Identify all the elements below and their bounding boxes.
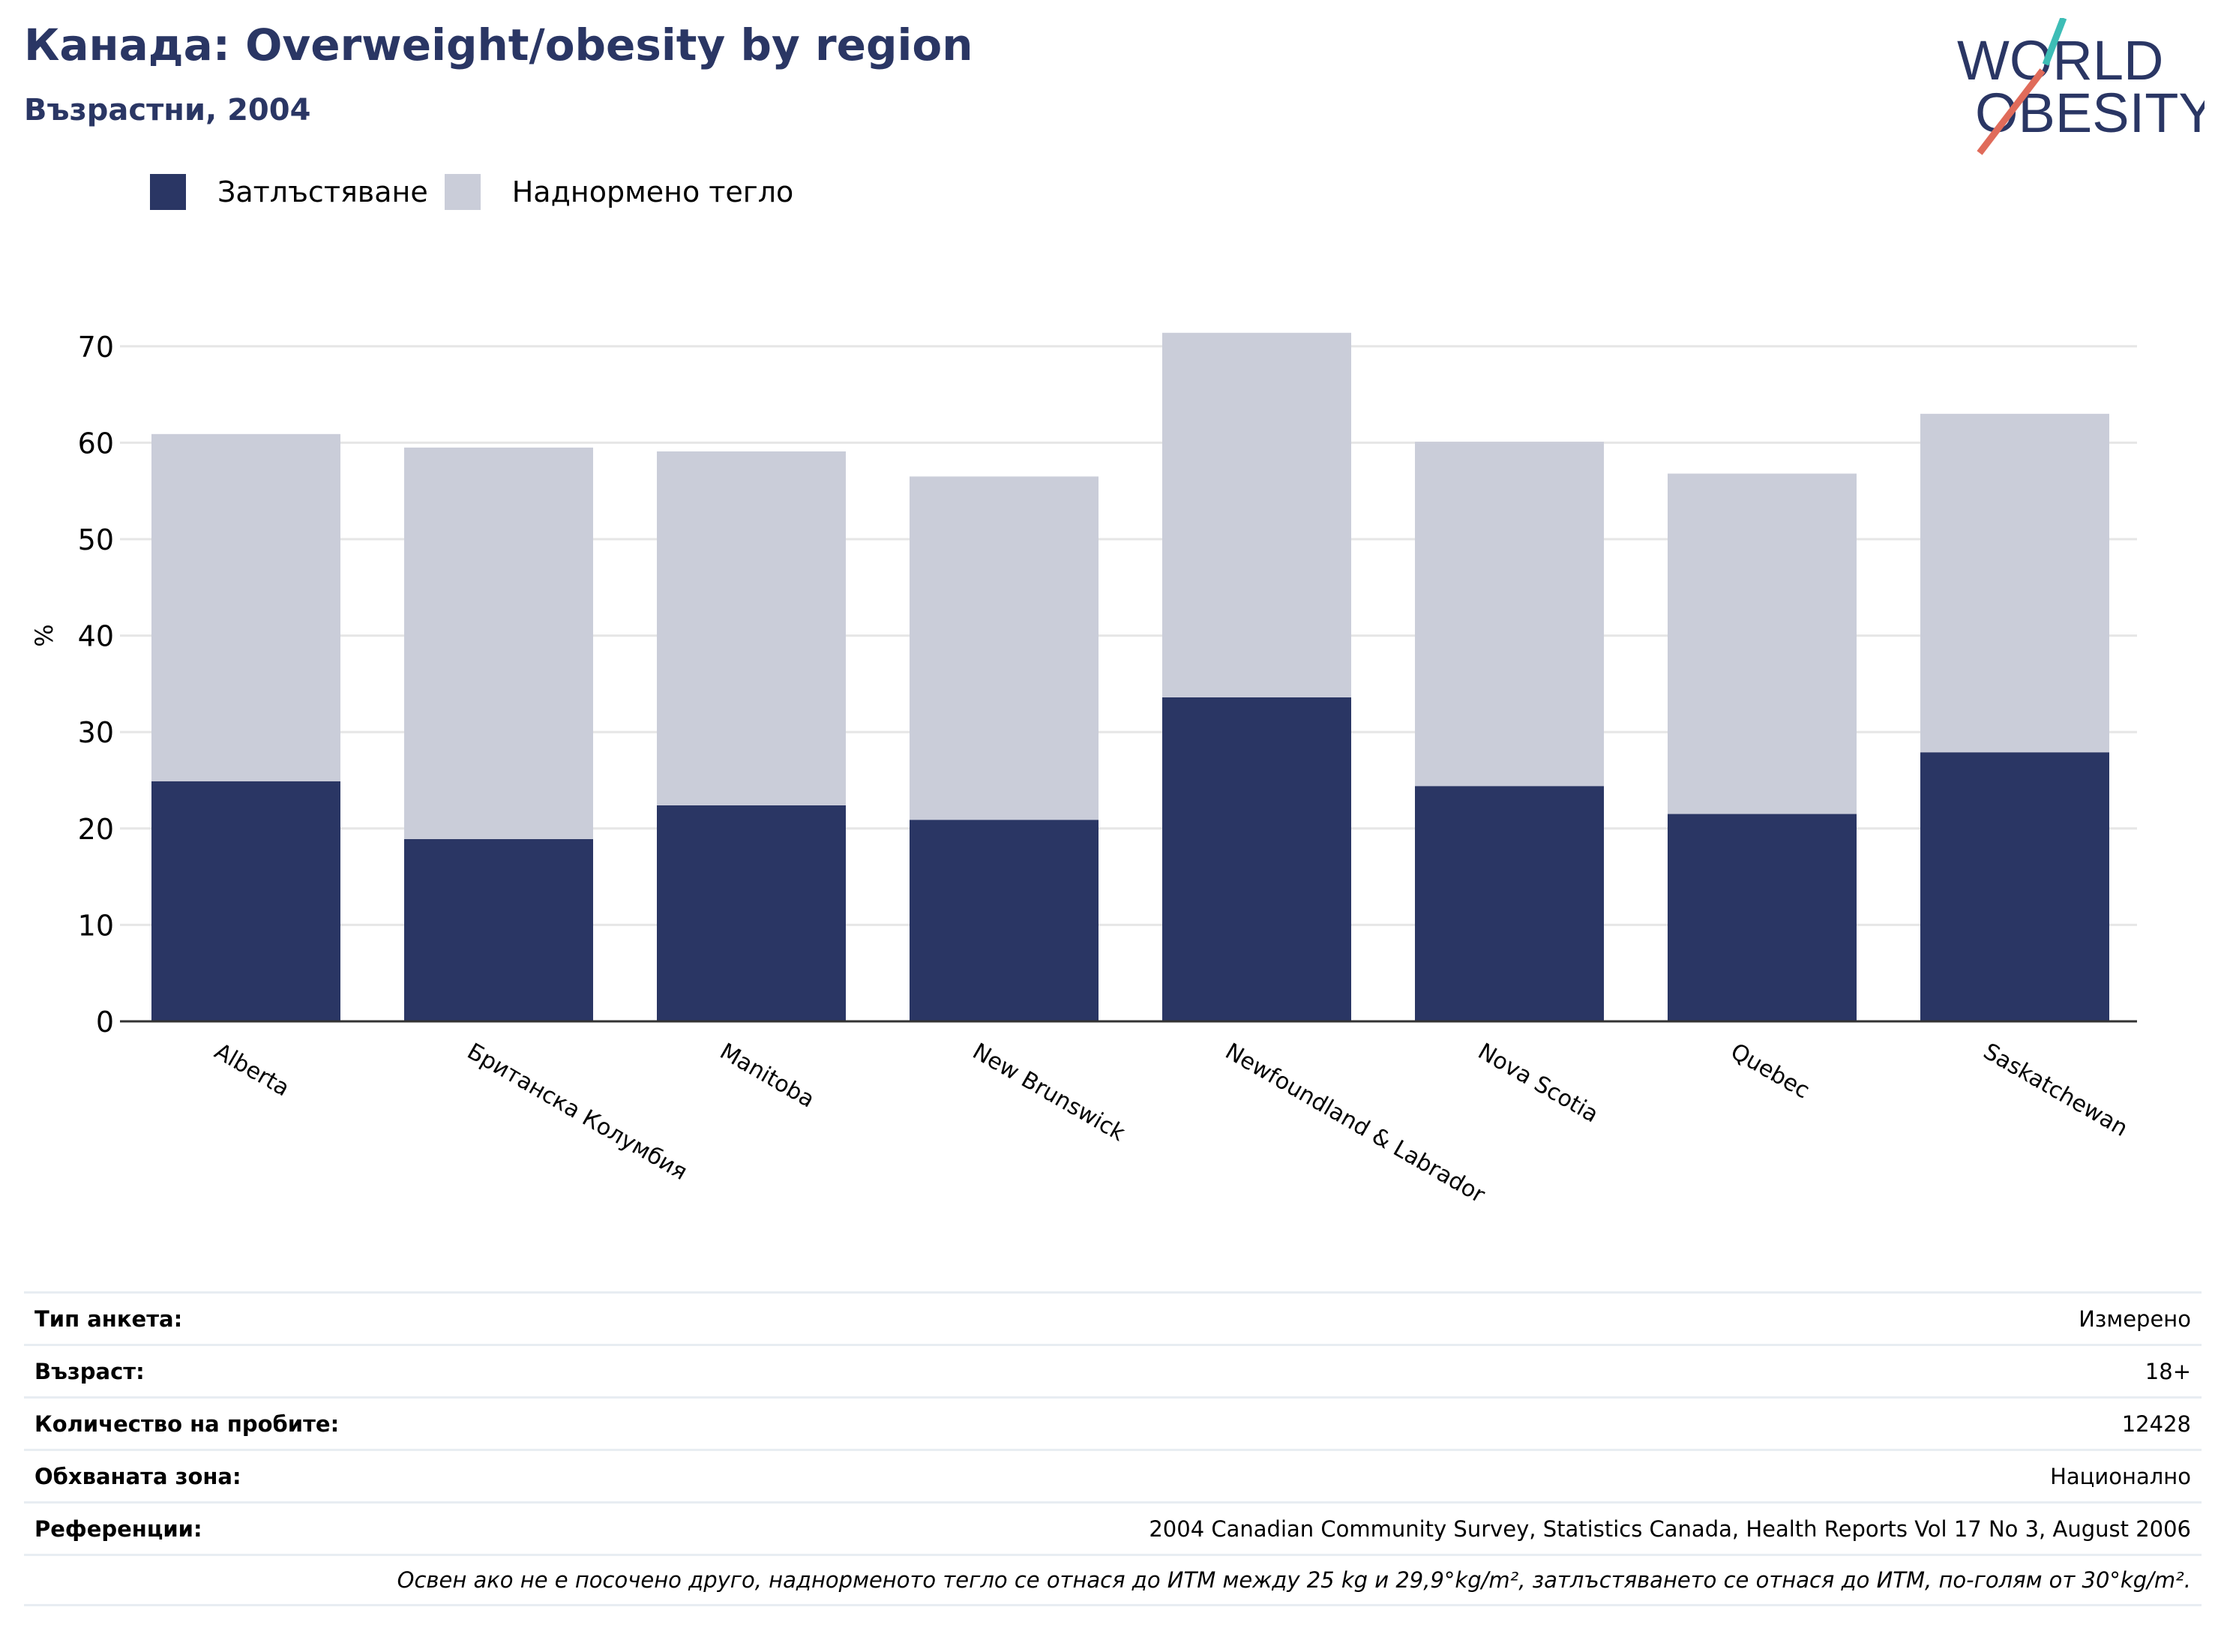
bar-obesity: [1162, 697, 1351, 1021]
legend-item-overweight: Наднормено тегло: [444, 174, 794, 210]
y-tick-label: 20: [78, 813, 114, 846]
y-tick-label: 50: [78, 523, 114, 556]
bar-overweight: [151, 433, 340, 781]
x-tick-label: New Brunswick: [968, 1039, 1130, 1147]
x-tick-label: Британска Колумбия: [463, 1039, 691, 1186]
bar-obesity: [151, 781, 340, 1021]
legend-swatch-obesity: [150, 174, 186, 210]
info-table: Тип анкета: Измерено Възраст: 18+ Количе…: [24, 1291, 2202, 1606]
bar-overweight: [657, 451, 846, 805]
y-tick-label: 70: [78, 331, 114, 364]
bar-obesity: [910, 820, 1099, 1021]
info-row-sample-size: Количество на пробите: 12428: [24, 1396, 2202, 1449]
info-row-survey-type: Тип анкета: Измерено: [24, 1291, 2202, 1344]
legend-label-obesity: Затлъстяване: [217, 175, 428, 208]
bar-overweight: [404, 447, 593, 839]
legend-label-overweight: Наднормено тегло: [511, 175, 794, 208]
bar-overweight: [910, 476, 1099, 820]
page-subtitle: Възрастни, 2004: [24, 93, 311, 127]
info-label: Възраст:: [34, 1358, 145, 1384]
y-tick-label: 30: [78, 716, 114, 749]
x-tick-label: Quebec: [1726, 1039, 1814, 1105]
info-value: Национално: [2050, 1463, 2191, 1489]
info-footnote: Освен ако не е посочено друго, наднормен…: [24, 1554, 2202, 1606]
y-tick-label: 0: [96, 1006, 114, 1039]
logo-slash-bottom: [1977, 68, 2046, 155]
y-axis-label: %: [30, 624, 58, 646]
logo-slash-top: [2042, 18, 2067, 66]
stacked-bar-chart: 0 10 20 30 40 50 60 70% Alberta Британска Колумби…: [30, 331, 2137, 1209]
bar-obesity: [1920, 752, 2109, 1021]
bar-overweight: [1668, 473, 1857, 814]
y-tick-label: 40: [78, 620, 114, 653]
bar-overweight: [1415, 442, 1604, 787]
page-title: Канада: Overweight/obesity by region: [24, 19, 973, 70]
bar-overweight: [1162, 332, 1351, 697]
footnote-text: Освен ако не е посочено друго, наднормен…: [397, 1567, 2191, 1593]
bar-obesity: [404, 838, 593, 1021]
info-value: 12428: [2121, 1411, 2191, 1437]
x-tick-label: Saskatchewan: [1979, 1039, 2133, 1142]
legend-swatch-overweight: [444, 174, 481, 210]
info-value: Измерено: [2079, 1306, 2191, 1332]
y-tick-label: 60: [78, 427, 114, 460]
info-row-age: Възраст: 18+: [24, 1344, 2202, 1396]
x-tick-label: Alberta: [210, 1039, 294, 1102]
bar-obesity: [1415, 786, 1604, 1021]
world-obesity-logo: WORLD OBESITY: [1957, 18, 2205, 155]
info-label: Количество на пробите:: [34, 1411, 340, 1437]
x-tick-label: Nova Scotia: [1473, 1039, 1602, 1129]
logo-text-world: WORLD: [1957, 29, 2163, 91]
bar-overweight: [1920, 413, 2109, 753]
bar-obesity: [657, 805, 846, 1021]
info-row-references: Референции: 2004 Canadian Community Surv…: [24, 1501, 2202, 1554]
legend-item-obesity: Затлъстяване: [150, 174, 428, 210]
info-label: Тип анкета:: [34, 1306, 183, 1332]
x-tick-label: Manitoba: [715, 1039, 819, 1114]
bar-obesity: [1668, 814, 1857, 1021]
chart-legend: Затлъстяване Наднормено тегло: [150, 174, 810, 210]
info-value: 18+: [2145, 1358, 2191, 1384]
info-label: Референции:: [34, 1516, 202, 1542]
x-tick-label: Newfoundland & Labrador: [1221, 1039, 1490, 1209]
info-value: 2004 Canadian Community Survey, Statisti…: [1149, 1516, 2191, 1542]
y-tick-label: 10: [78, 909, 114, 942]
info-row-area-covered: Обхваната зона: Национално: [24, 1449, 2202, 1501]
info-label: Обхваната зона:: [34, 1463, 241, 1489]
